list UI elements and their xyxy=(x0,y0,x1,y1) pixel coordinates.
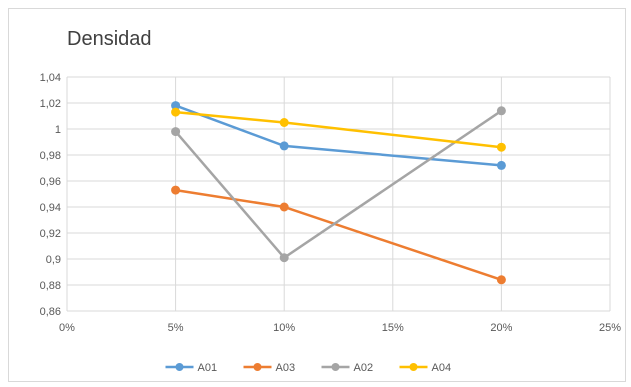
data-point-a04 xyxy=(171,107,181,117)
y-tick-label: 0,88 xyxy=(40,280,61,292)
chart-title: Densidad xyxy=(67,28,152,50)
legend-item-a02: A02 xyxy=(321,362,374,374)
y-tick-label: 1,04 xyxy=(40,72,61,84)
data-point-a02 xyxy=(171,127,181,137)
data-point-a01 xyxy=(496,160,506,170)
series-line-a03 xyxy=(175,188,502,281)
data-point-a01 xyxy=(171,101,181,111)
data-point-a02 xyxy=(496,106,506,116)
legend-item-a03: A03 xyxy=(243,362,296,374)
legend-marker xyxy=(409,363,418,371)
y-tick-label: 0,86 xyxy=(40,306,61,318)
series-line-a01 xyxy=(175,104,502,167)
chart-area xyxy=(8,8,626,382)
x-tick-label: 20% xyxy=(490,322,512,334)
legend-marker xyxy=(253,363,262,371)
series-points xyxy=(171,101,506,285)
data-point-a03 xyxy=(496,275,506,285)
gridlines xyxy=(66,76,611,312)
y-tick-label: 0,94 xyxy=(40,202,61,214)
legend-item-a04: A04 xyxy=(399,362,452,374)
y-tick-label: 0,96 xyxy=(40,176,61,188)
legend: A01 A03 A02 A04 xyxy=(165,362,452,374)
series-line-a02 xyxy=(174,109,503,260)
y-tick-label: 0,9 xyxy=(46,254,61,266)
y-tick-label: 0,98 xyxy=(40,150,61,162)
y-tick-label: 0,92 xyxy=(40,228,61,240)
legend-label: A04 xyxy=(432,362,452,374)
data-point-a02 xyxy=(279,253,289,263)
series-lines xyxy=(174,104,503,281)
data-point-a03 xyxy=(279,202,289,212)
data-point-a04 xyxy=(496,142,506,152)
series-line-a04 xyxy=(175,110,502,149)
legend-marker xyxy=(331,363,340,371)
axis-ticks: 0,86 0,88 0,9 0,92 0,94 0,96 0,98 1 1,02 1,04 0% 5%… xyxy=(40,72,622,334)
x-tick-label: 10% xyxy=(273,322,295,334)
data-point-a04 xyxy=(279,118,289,127)
data-point-a01 xyxy=(279,141,289,151)
x-tick-label: 0% xyxy=(59,322,75,334)
x-tick-label: 5% xyxy=(168,322,184,334)
y-tick-label: 1,02 xyxy=(40,98,61,110)
legend-label: A03 xyxy=(276,362,296,374)
x-tick-label: 25% xyxy=(599,322,621,334)
data-point-a03 xyxy=(171,185,181,195)
legend-label: A01 xyxy=(198,362,218,374)
legend-item-a01: A01 xyxy=(165,362,218,374)
legend-label: A02 xyxy=(354,362,374,374)
y-tick-label: 1 xyxy=(55,124,61,136)
legend-marker xyxy=(175,363,184,371)
x-tick-label: 15% xyxy=(382,322,404,334)
